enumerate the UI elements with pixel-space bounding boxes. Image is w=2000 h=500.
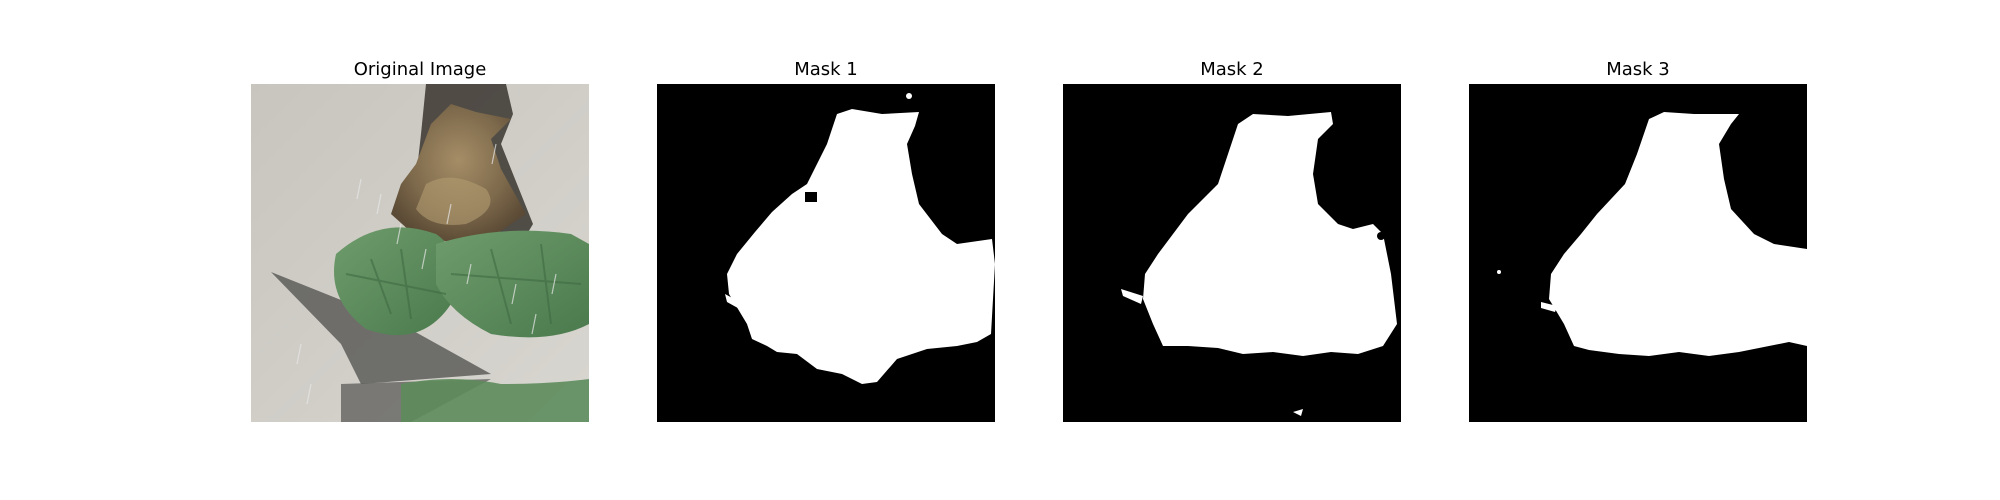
original-image [251, 84, 589, 422]
mask-2-title: Mask 2 [1200, 59, 1264, 80]
original-image-panel [251, 84, 589, 422]
mask-1-image [657, 84, 995, 422]
mask-3-title: Mask 3 [1606, 59, 1670, 80]
mask-1-panel [657, 84, 995, 422]
mask-3-panel [1469, 84, 1807, 422]
mask-2-image [1063, 84, 1401, 422]
mask-3-image [1469, 84, 1807, 422]
mask-1-title: Mask 1 [794, 59, 858, 80]
original-image-title: Original Image [353, 59, 487, 80]
mask-2-panel [1063, 84, 1401, 422]
